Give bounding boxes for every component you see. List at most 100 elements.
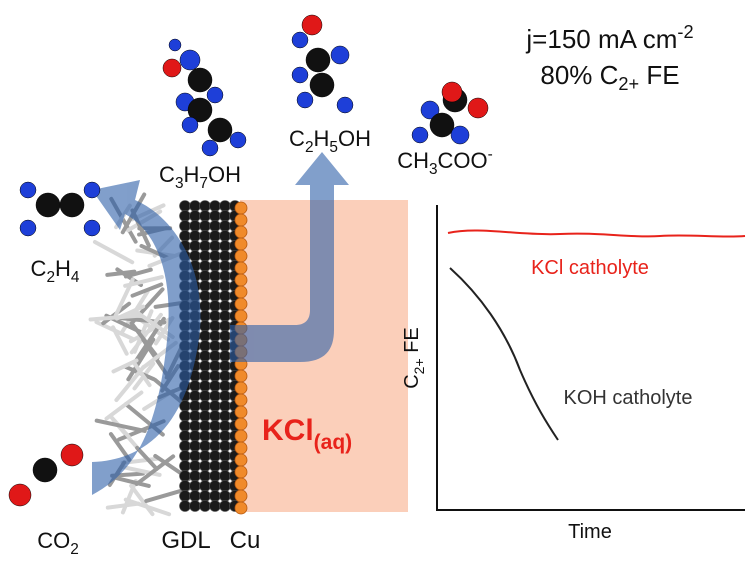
carbon-particle [199,430,211,442]
atom [229,131,247,149]
atom [32,457,58,483]
y-axis-label: C2+ FE [401,327,427,389]
carbon-particle [219,310,231,322]
carbon-particle [189,470,201,482]
atom [305,47,331,73]
carbon-particle [209,380,221,392]
carbon-particle [219,240,231,252]
carbon-particle [219,480,231,492]
carbon-particle [219,450,231,462]
carbon-particle [179,420,191,432]
co2-label: CO2 [37,528,79,558]
fiber [134,309,175,339]
carbon-particle [189,230,201,242]
carbon-particle [199,410,211,422]
atom [441,81,463,103]
carbon-particle [199,480,211,492]
carbon-particle [209,350,221,362]
carbon-particle [209,330,221,342]
product-arrow [230,152,349,362]
carbon-particle [199,280,211,292]
carbon-particle [179,450,191,462]
carbon-particle [199,330,211,342]
electrolyte-label: KCl(aq) [262,414,352,454]
carbon-particle [179,460,191,472]
atom [59,192,85,218]
carbon-particle [219,440,231,452]
flow-arrows [92,152,349,495]
carbon-particle [209,340,221,352]
carbon-particle [219,380,231,392]
carbon-particle [199,200,211,212]
fe-plot: KCl catholyte KOH catholyte C2+ FE Time [401,205,746,543]
carbon-particle [189,440,201,452]
fiber [114,304,146,321]
carbon-particle [179,490,191,502]
carbon-particle [199,360,211,372]
fiber [130,282,164,298]
ethanol-label: C2H5OH [289,126,371,156]
carbon-particle [189,460,201,472]
carbon-particle [219,470,231,482]
carbon-particle [199,310,211,322]
fiber [105,501,141,510]
faradaic-efficiency: 80% C2+ FE [540,60,679,94]
carbon-particle [219,430,231,442]
cu-particle [234,501,248,515]
carbon-particle [219,320,231,332]
cu-particle [234,369,248,383]
cu-particle [234,489,248,503]
atom [35,192,61,218]
carbon-particle [219,360,231,372]
carbon-particle [199,300,211,312]
cu-label: Cu [230,527,261,554]
carbon-particle [209,430,221,442]
fiber [104,390,144,421]
carbon-particle [189,380,201,392]
carbon-particle [189,250,201,262]
cu-particle [234,201,248,215]
fiber [129,321,160,360]
koh-series-label: KOH catholyte [564,387,693,409]
carbon-particle [199,470,211,482]
carbon-particle [199,320,211,332]
cu-particle [234,237,248,251]
kcl-line [447,229,746,238]
fiber [134,454,176,487]
carbon-particle [219,230,231,242]
carbon-particle [189,480,201,492]
fiber [123,275,164,288]
carbon-particle [199,450,211,462]
carbon-particle [209,390,221,402]
fiber [129,312,163,355]
atom [83,219,101,237]
cu-particle [234,285,248,299]
carbon-particle [199,290,211,302]
carbon-particle [199,270,211,282]
ethylene-label: C2H4 [31,256,80,286]
carbon-particle [199,400,211,412]
carbon-particle [189,500,201,512]
fiber [92,239,135,265]
carbon-particle [219,260,231,272]
cu-particle [234,309,248,323]
carbon-particle [189,490,201,502]
carbon-particle [209,410,221,422]
cu-particle [234,381,248,395]
fiber [112,475,151,488]
atom [179,49,201,71]
carbon-particle [209,290,221,302]
carbon-particle [209,240,221,252]
carbon-particle [209,400,221,412]
carbon-particle [219,250,231,262]
atom [19,181,37,199]
atom [206,86,224,104]
cu-particle [234,429,248,443]
fiber [123,267,153,279]
atom [450,125,470,145]
atom [207,117,233,143]
atom [301,14,323,36]
carbon-particle [199,420,211,432]
fiber [114,365,146,403]
